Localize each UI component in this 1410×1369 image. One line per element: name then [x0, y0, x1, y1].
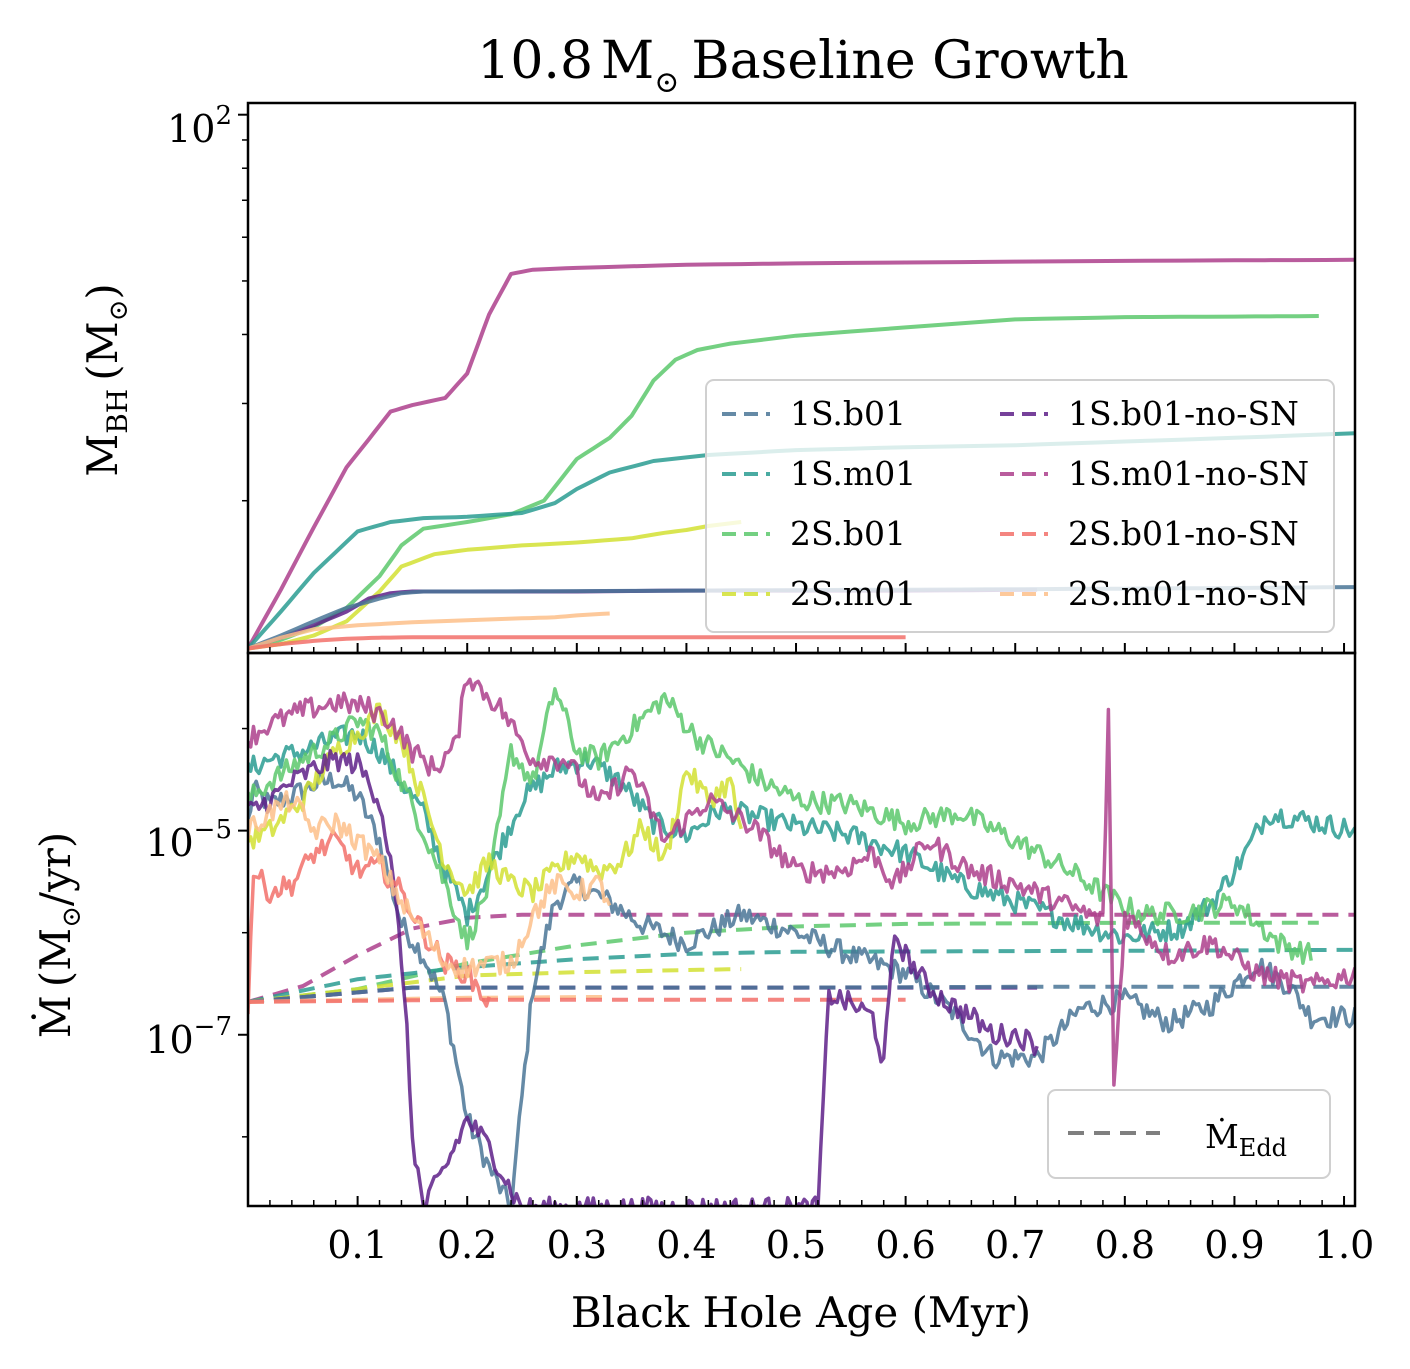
accretion-line-1S.m01 [248, 724, 1355, 945]
eddington-legend-label: ṀEdd [1205, 1117, 1287, 1162]
x-tick-label: 0.6 [875, 1223, 935, 1267]
accretion-line-1S.m01-no-SN [248, 677, 1355, 1087]
x-tick-label: 0.1 [327, 1223, 387, 1267]
top-panel-lines [248, 257, 1355, 651]
bottom-ytick-label: 10−5 [145, 815, 232, 865]
eddington-line-2S.b01-no-SN [248, 997, 906, 1004]
x-tick-label: 0.9 [1204, 1223, 1264, 1267]
bottom-legend: ṀEdd [1047, 1089, 1331, 1179]
chart-title: 10.8 M⊙ Baseline Growth [477, 31, 1129, 100]
x-tick-label: 0.5 [766, 1223, 826, 1267]
top-ylabel: MBH(M⊙) [78, 283, 134, 477]
accretion-line-2S.m01-no-SN [248, 790, 612, 979]
bottom-ytick-label: 10−7 [145, 1012, 232, 1062]
eddington-line-2S.m01 [248, 967, 742, 1004]
bottom-panel-lines [248, 677, 1355, 1206]
top-legend-frame [705, 379, 1335, 633]
eddington-line-1S.b01 [248, 984, 1355, 1004]
bottom-axes-frame [246, 651, 1357, 1208]
x-tick-label: 0.7 [985, 1223, 1045, 1267]
axis-ticks: 0.1 0.2 0.3 0.4 0.5 0.6 0.7 0.8 0.9 1.0 [238, 113, 1374, 1267]
x-tick-label: 0.2 [437, 1223, 497, 1267]
legend-label-1S.b01: 1S.b01 [790, 394, 906, 433]
bottom-legend-frame [1047, 1089, 1331, 1179]
accretion-line-1S.b01-no-SN [248, 748, 1039, 1206]
legend-label-2S.m01: 2S.m01 [790, 574, 916, 613]
legend-label-2S.m01-no-SN: 2S.m01-no-SN [1068, 574, 1309, 613]
eddington-line-1S.m01 [248, 947, 1355, 1004]
top-ytick-label: 102 [167, 101, 232, 151]
growth-line-2S.b01 [248, 314, 1319, 651]
legend-label-2S.b01-no-SN: 2S.b01-no-SN [1068, 514, 1299, 553]
x-tick-label: 1.0 [1314, 1223, 1374, 1267]
growth-line-2S.b01-no-SN [248, 635, 906, 651]
accretion-line-2S.b01-no-SN [248, 829, 491, 1015]
top-legend: 1S.b01 1S.m01 2S.b01 2S.m01 1S.b01-no-SN 1S.m… [705, 379, 1335, 633]
legend-label-1S.b01-no-SN: 1S.b01-no-SN [1068, 394, 1299, 433]
growth-line-1S.m01-no-SN [248, 257, 1355, 650]
x-axis-label: Black Hole Age (Myr) [571, 1288, 1031, 1337]
growth-line-2S.m01-no-SN [248, 611, 610, 651]
legend-label-1S.m01-no-SN: 1S.m01-no-SN [1068, 454, 1309, 493]
x-tick-label: 0.3 [547, 1223, 607, 1267]
bottom-ylabel: Ṁ(M⊙/yr) [30, 832, 87, 1039]
legend-label-1S.m01: 1S.m01 [790, 454, 916, 493]
growth-line-2S.m01 [248, 520, 742, 651]
accretion-line-1S.b01 [248, 771, 1355, 1206]
eddington-line-1S.m01-no-SN [248, 912, 1355, 1004]
x-tick-label: 0.8 [1095, 1223, 1155, 1267]
legend-label-2S.b01: 2S.b01 [790, 514, 906, 553]
x-tick-label: 0.4 [656, 1223, 716, 1267]
